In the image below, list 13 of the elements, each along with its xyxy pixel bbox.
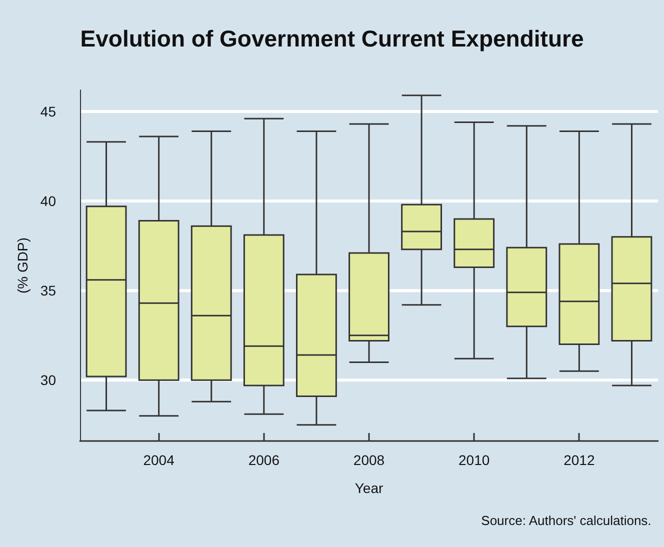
x-tick-label: 2010 [458,452,490,468]
x-tick-label: 2004 [143,452,175,468]
y-tick-label: 45 [40,103,56,120]
chart-title: Evolution of Government Current Expenditure [80,26,584,52]
y-tick-label: 40 [40,193,56,210]
x-tick-label: 2006 [248,452,280,468]
y-axis-title: (% GDP) [14,238,31,294]
x-tick-label: 2008 [353,452,385,468]
y-tick-label: 35 [40,282,56,299]
x-axis-title: Year [354,480,384,496]
x-tick-label: 2012 [564,452,595,468]
source-note: Source: Authors' calculations. [481,513,652,528]
y-tick-label: 30 [40,372,56,388]
